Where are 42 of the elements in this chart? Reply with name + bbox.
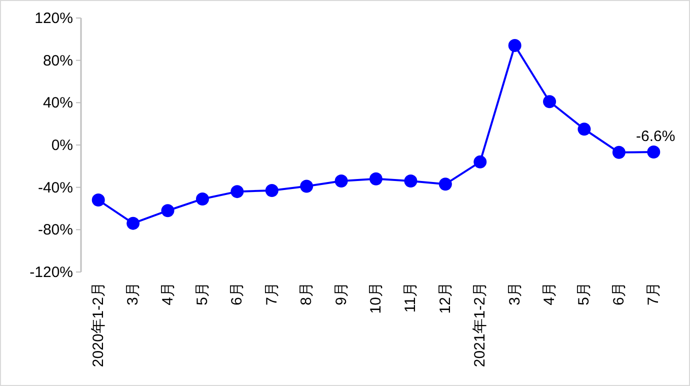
- x-tick-label: 5月: [194, 282, 211, 306]
- y-tick-label: -40%: [38, 179, 73, 196]
- point: [126, 216, 140, 230]
- point: [612, 146, 626, 159]
- x-tick-label: 9月: [332, 282, 350, 306]
- point: [438, 178, 452, 191]
- x-tick-label: 4月: [541, 282, 558, 306]
- x-tick-label: 11月: [402, 282, 420, 313]
- x-tick-label: 8月: [298, 282, 316, 306]
- point: [230, 185, 244, 198]
- x-tick-label: 2021年1-2月: [472, 282, 489, 368]
- x-tick-label: 10月: [368, 282, 384, 314]
- point: [508, 39, 522, 52]
- point: [300, 180, 314, 193]
- point: [647, 145, 660, 158]
- point: [161, 204, 174, 218]
- x-tick-label: 5月: [576, 282, 593, 306]
- y-tick-label: 0%: [51, 137, 73, 154]
- y-tick-label: 40%: [42, 94, 73, 112]
- y-tick-label: 120%: [34, 10, 73, 27]
- point: [543, 95, 556, 108]
- x-tick-label: 2020年1-2月: [90, 282, 107, 368]
- point: [334, 174, 348, 188]
- x-tick-label: 12月: [436, 282, 454, 314]
- x-tick-label: 4月: [159, 282, 176, 306]
- x-tick-label: 3月: [506, 282, 524, 306]
- x-tick-label: 6月: [610, 282, 628, 306]
- data-label: -6.6%: [636, 128, 676, 145]
- point: [196, 192, 209, 206]
- y-tick-label: -120%: [30, 264, 73, 281]
- x-tick-label: 6月: [228, 282, 246, 306]
- point: [404, 174, 418, 188]
- y-tick-label: 80%: [42, 52, 73, 70]
- point: [265, 184, 278, 198]
- y-tick-label: -80%: [38, 222, 73, 239]
- point: [92, 194, 105, 207]
- point: [474, 155, 487, 168]
- x-tick-label: 7月: [645, 282, 662, 306]
- point: [578, 122, 591, 136]
- x-tick-label: 3月: [124, 282, 142, 306]
- x-tick-label: 7月: [263, 282, 280, 306]
- point: [370, 172, 382, 186]
